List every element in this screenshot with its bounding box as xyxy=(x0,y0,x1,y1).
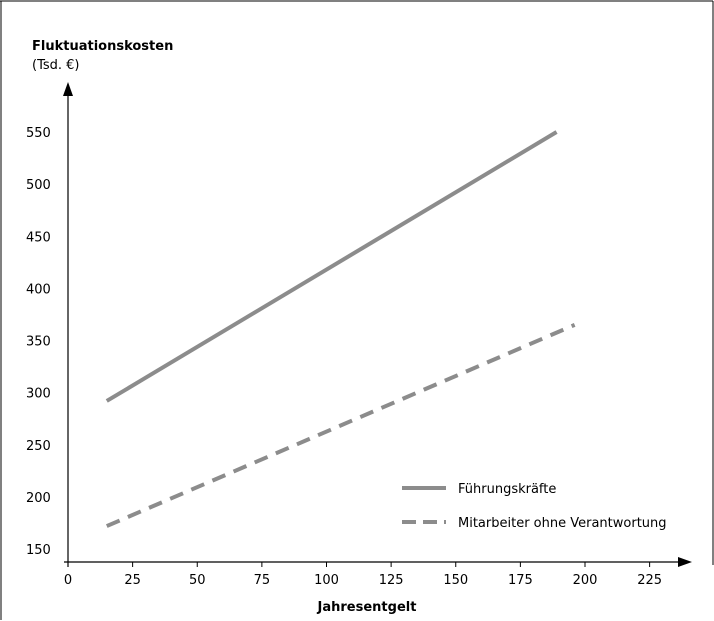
x-axis-title: Jahresentgelt xyxy=(317,600,417,615)
legend-label-mitarbeiter: Mitarbeiter ohne Verantwortung xyxy=(458,516,667,531)
x-axis-arrow xyxy=(678,557,692,567)
x-tick-label: 175 xyxy=(508,573,533,588)
x-tick-label: 50 xyxy=(189,573,206,588)
y-tick-label: 550 xyxy=(26,126,51,141)
y-tick-label: 150 xyxy=(26,543,51,558)
x-tick-label: 75 xyxy=(254,573,271,588)
x-tick-label: 125 xyxy=(379,573,404,588)
series-line-fuehrungskraefte xyxy=(105,130,558,403)
y-tick-label: 200 xyxy=(26,491,51,506)
x-tick-label: 200 xyxy=(573,573,598,588)
y-tick-label: 450 xyxy=(26,230,51,245)
x-tick-label: 0 xyxy=(64,573,72,588)
legend-label-fuehrungskraefte: Führungskräfte xyxy=(458,482,556,497)
legend: Führungskräfte Mitarbeiter ohne Verantwo… xyxy=(402,482,667,531)
y-axis-arrow xyxy=(63,82,73,96)
x-tick-label: 225 xyxy=(637,573,662,588)
y-tick-label: 400 xyxy=(26,282,51,297)
y-tick-label: 250 xyxy=(26,439,51,454)
series-line-mitarbeiter xyxy=(105,323,576,528)
x-tick-label: 25 xyxy=(124,573,141,588)
x-tick-label: 100 xyxy=(314,573,339,588)
y-axis-unit: (Tsd. €) xyxy=(32,58,80,73)
y-tick-label: 300 xyxy=(26,387,51,402)
y-axis-title: Fluktuationskosten xyxy=(32,39,173,54)
y-tick-label: 350 xyxy=(26,335,51,350)
x-tick-label: 150 xyxy=(443,573,468,588)
y-tick-label: 500 xyxy=(26,178,51,193)
